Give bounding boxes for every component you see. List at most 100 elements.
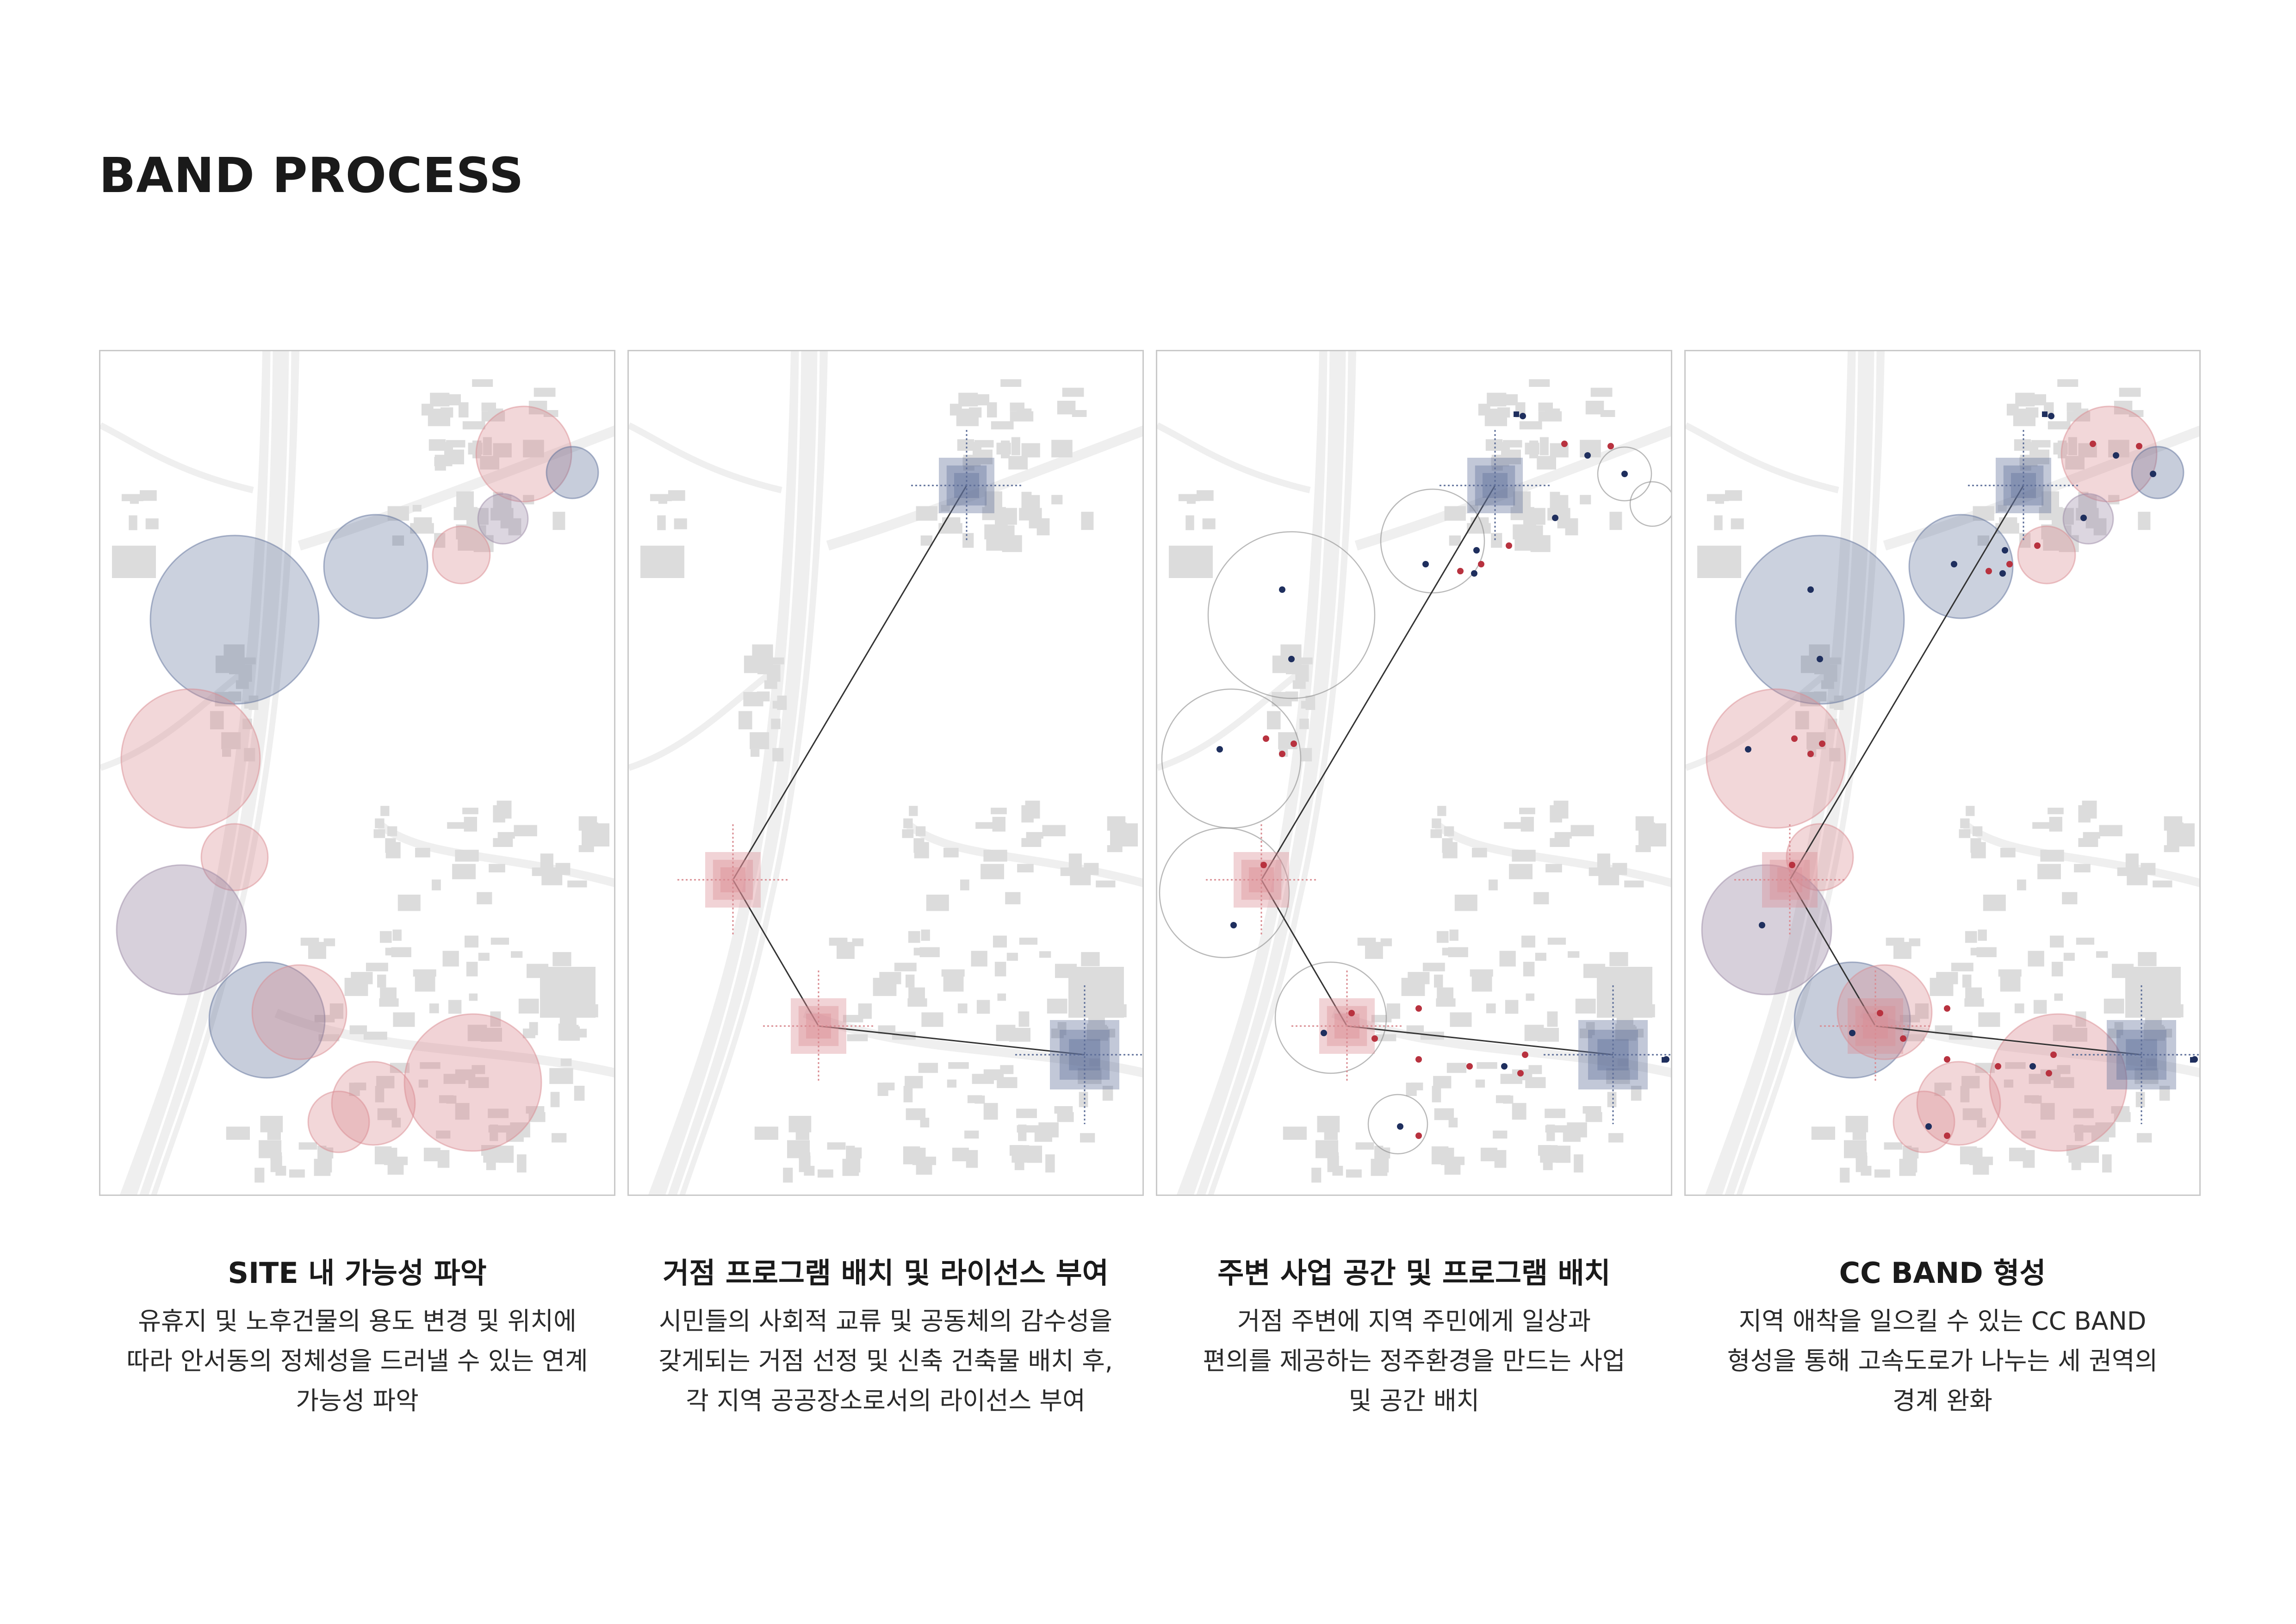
- hub-square-layer: [2126, 1039, 2157, 1070]
- program-dot: [1584, 452, 1591, 459]
- building: [1285, 691, 1298, 702]
- building: [483, 437, 492, 455]
- building: [1437, 987, 1453, 1001]
- building: [1503, 394, 1518, 405]
- building: [913, 947, 927, 956]
- program-dot: [1397, 1123, 1403, 1130]
- building: [1011, 1145, 1030, 1163]
- building: [1546, 1124, 1555, 1141]
- program-dot: [1621, 471, 1628, 477]
- building: [498, 1145, 514, 1163]
- building: [771, 718, 781, 729]
- service-ring: [1367, 1094, 1428, 1155]
- building: [1535, 952, 1546, 961]
- hub-square-layer: [713, 859, 753, 900]
- program-dot: [1877, 1010, 1883, 1016]
- building: [1054, 1106, 1073, 1114]
- building: [1292, 680, 1306, 689]
- building: [1874, 1169, 1890, 1178]
- building: [446, 394, 461, 405]
- building: [817, 1169, 833, 1178]
- building: [983, 1103, 998, 1120]
- program-dot: [1471, 570, 1477, 577]
- building: [2117, 867, 2132, 876]
- building: [2052, 510, 2071, 525]
- building: [1545, 1108, 1565, 1118]
- building: [903, 1086, 913, 1102]
- building: [827, 1142, 846, 1150]
- building: [751, 749, 760, 757]
- building: [493, 443, 512, 458]
- building: [270, 1156, 282, 1172]
- building: [1444, 506, 1466, 521]
- building: [2033, 1000, 2047, 1014]
- program-dot: [2080, 515, 2087, 521]
- service-ring: [1380, 488, 1485, 594]
- building: [1834, 695, 1844, 710]
- building: [980, 864, 1004, 879]
- hub-marker-west: [1734, 824, 1845, 935]
- building: [375, 1086, 385, 1102]
- building: [1491, 454, 1503, 471]
- building: [1379, 1147, 1390, 1159]
- building: [1178, 550, 1192, 563]
- building: [432, 879, 441, 890]
- hub-marker-east: [2072, 985, 2199, 1124]
- hub-markers: [677, 430, 1142, 1124]
- building: [254, 1168, 265, 1183]
- program-dot: [1819, 740, 1825, 747]
- building: [2048, 421, 2071, 429]
- building: [983, 850, 1007, 862]
- highway-line: [1205, 351, 1348, 1195]
- building: [920, 535, 933, 546]
- hub-marker-north: [911, 430, 1022, 541]
- building: [1444, 826, 1454, 836]
- caption-line: 가능성 파악: [296, 1386, 419, 1415]
- building: [963, 454, 974, 471]
- building: [2114, 1022, 2123, 1035]
- building: [1486, 1003, 1496, 1014]
- program-dot: [1561, 441, 1568, 447]
- building: [1057, 1112, 1074, 1122]
- building: [1519, 421, 1542, 429]
- building: [379, 931, 392, 943]
- building: [415, 976, 435, 992]
- building: [1519, 808, 1535, 815]
- building: [1081, 952, 1100, 966]
- building: [1301, 748, 1312, 762]
- red-circle: [403, 1013, 542, 1152]
- program-dot: [2048, 413, 2054, 419]
- building: [477, 892, 492, 904]
- building: [1324, 1125, 1338, 1140]
- building: [514, 825, 537, 836]
- building: [1051, 495, 1063, 504]
- caption-heading: 주변 사업 공간 및 프로그램 배치: [1217, 1256, 1611, 1290]
- red-circle: [1893, 1090, 1955, 1153]
- building: [1973, 826, 1983, 836]
- building: [903, 818, 913, 828]
- building: [1966, 806, 1975, 816]
- building: [1098, 1025, 1107, 1039]
- building: [462, 421, 485, 429]
- building: [392, 929, 402, 941]
- building: [1978, 929, 1987, 941]
- building: [2031, 394, 2046, 405]
- building: [2054, 1077, 2074, 1088]
- hub-connection-line: [1260, 485, 1613, 1056]
- building: [1042, 825, 1066, 836]
- building: [493, 838, 513, 847]
- building: [1977, 1118, 1986, 1128]
- building: [994, 962, 1006, 977]
- building: [2159, 1086, 2170, 1101]
- hub-square-layer: [1234, 852, 1289, 908]
- program-dot: [1517, 1070, 1524, 1076]
- program-dot: [1279, 586, 1285, 593]
- building: [1491, 533, 1502, 548]
- building: [2093, 518, 2107, 535]
- building: [1530, 535, 1551, 552]
- building: [1355, 1142, 1374, 1150]
- building: [1840, 1168, 1850, 1183]
- building: [882, 1083, 895, 1090]
- caption-3: 주변 사업 공간 및 프로그램 배치 거점 주변에 지역 주민에게 일상과 편의…: [1156, 1250, 1672, 1421]
- highway-band: [1177, 351, 1356, 1195]
